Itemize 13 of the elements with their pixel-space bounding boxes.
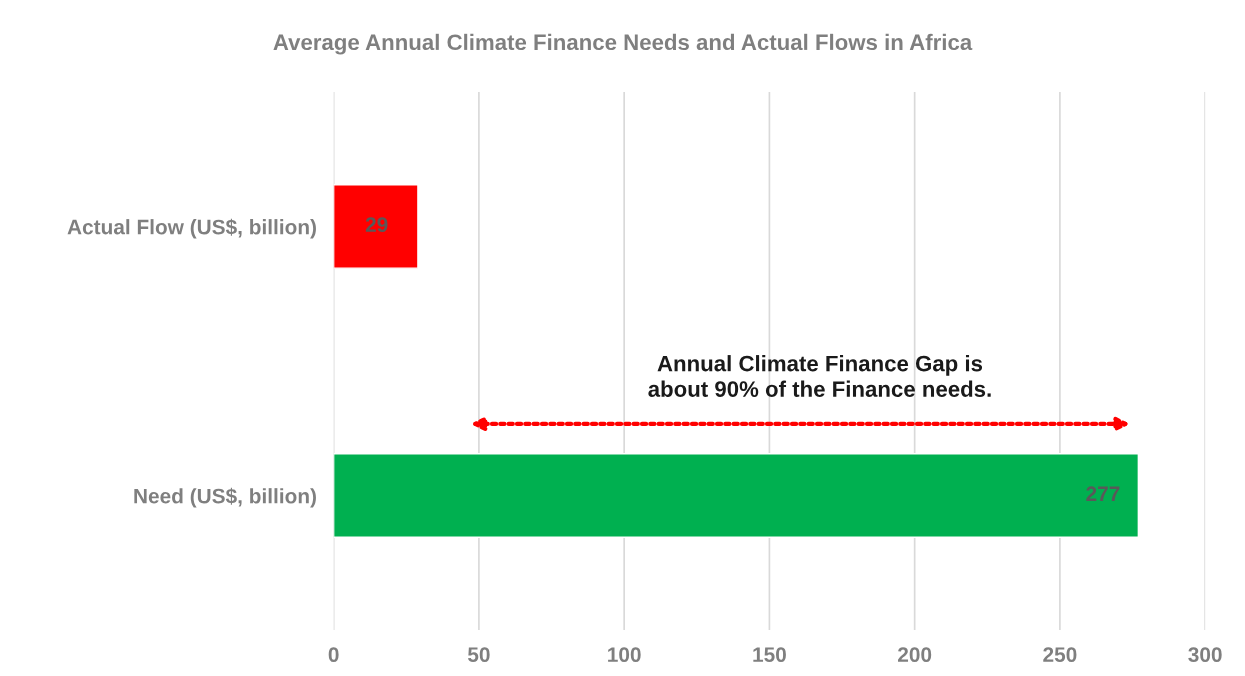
x-tick-label: 0	[328, 647, 339, 662]
x-tick-label: 300	[1188, 647, 1222, 663]
data-label: 29	[365, 217, 388, 233]
x-tick-label: 250	[1043, 647, 1077, 662]
x-tick-label: 100	[608, 647, 641, 662]
y-tick-label: Actual Flow (US$, billion)	[67, 218, 316, 239]
annotation: Annual Climate Finance Gap is about 90% of the Finance needs.	[648, 355, 991, 397]
x-tick-label: 50	[467, 647, 490, 662]
x-tick-label: 150	[753, 647, 786, 662]
y-tick-label: Need (US$, billion)	[134, 487, 316, 508]
chart-title: Average Annual Climate Finance Needs and Actual Flows in Africa	[273, 33, 973, 55]
data-label: 277	[1086, 486, 1120, 501]
x-tick-label: 200	[898, 647, 932, 662]
